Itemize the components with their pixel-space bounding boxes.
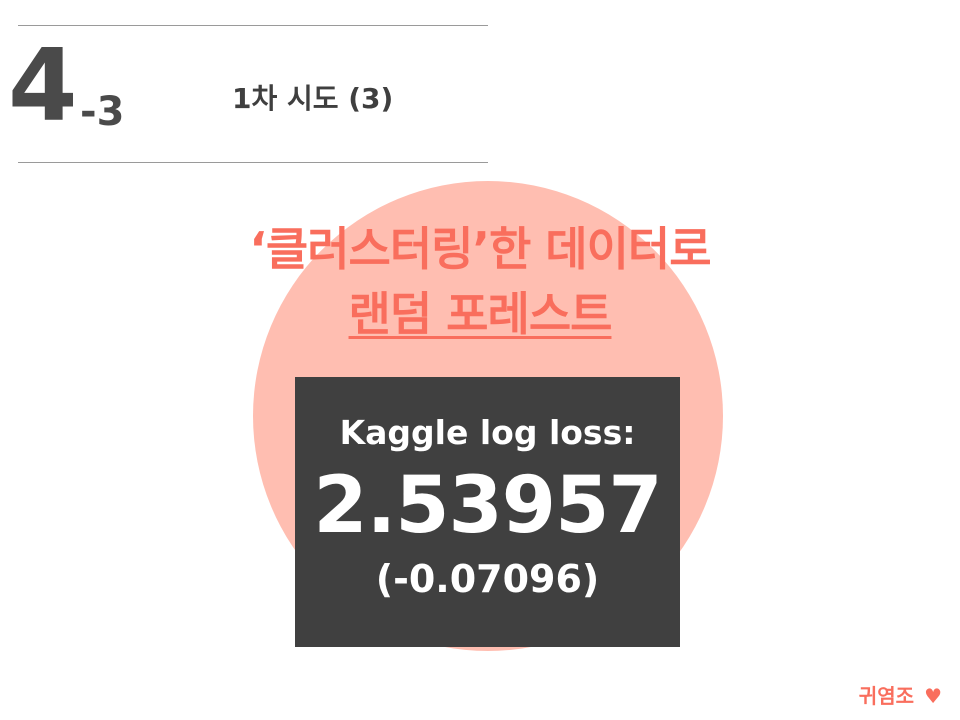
headline-line-1: ‘클러스터링’한 데이터로 — [249, 222, 711, 276]
headline: ‘클러스터링’한 데이터로 랜덤 포레스트 — [0, 214, 960, 344]
team-name: 귀염조 — [858, 684, 914, 708]
score-value: 2.53957 — [313, 461, 662, 551]
page-title: 1차 시도 (3) — [232, 82, 394, 115]
score-box: Kaggle log loss: 2.53957 (-0.07096) — [295, 377, 680, 647]
section-sub-number: -3 — [80, 89, 125, 135]
heart-icon: ♥ — [924, 684, 942, 708]
headline-line-2: 랜덤 포레스트 — [348, 287, 613, 341]
header-top-divider — [18, 25, 488, 26]
section-number: 4 — [8, 27, 78, 144]
score-label: Kaggle log loss: — [339, 413, 636, 452]
header-bottom-divider — [18, 162, 488, 163]
score-delta: (-0.07096) — [375, 557, 600, 601]
